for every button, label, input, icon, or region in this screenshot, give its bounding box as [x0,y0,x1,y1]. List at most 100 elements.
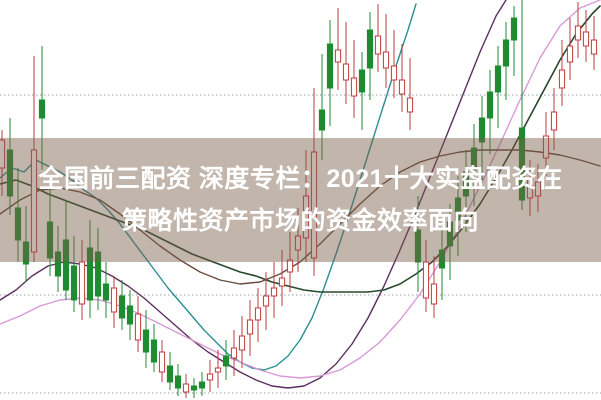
candle [438,230,446,300]
candle-body [414,229,422,263]
candle [70,236,78,312]
candle [350,40,358,118]
candle-body [86,247,94,301]
candle-body [558,69,566,89]
candle [550,88,558,150]
candle-body [382,51,390,69]
candle [94,228,102,310]
candle [22,206,30,282]
candle-body [534,181,542,197]
candle-body [14,207,22,241]
ma-line-MA-long [0,0,601,379]
candle-body [582,31,590,47]
candle-body [510,17,518,41]
candle [470,124,478,206]
candle-body [126,305,134,325]
candle [182,374,190,398]
candle [190,378,198,398]
candle-body [526,177,534,199]
candle-body [478,117,486,143]
candle [422,240,430,312]
candle [54,226,62,292]
candle [118,280,126,330]
candle-body [310,151,318,259]
candle [142,310,150,368]
candle [246,300,254,356]
candle [14,168,22,262]
candle-body [462,171,470,197]
candle-body [62,239,70,291]
candle-body [302,195,310,239]
candle [534,164,542,212]
candle [286,232,294,292]
candle [230,330,238,376]
candle [326,20,334,126]
candle [174,364,182,396]
candle-body [542,135,550,159]
candle-body [150,339,158,363]
candle-body [590,39,598,55]
candle [198,372,206,396]
candle [126,290,134,340]
candle [86,220,94,318]
candle [6,118,14,215]
candle-body [446,221,454,247]
candle [254,288,262,342]
candle [494,46,502,128]
candle-body [574,25,582,41]
candle [526,160,534,216]
candle-body [454,197,462,221]
candle-body [38,99,46,119]
candle-body [286,259,294,273]
candle-body [374,35,382,55]
candle [558,40,566,106]
candle-body [190,385,198,391]
candle-body [0,139,6,169]
ma-line-MA-short [0,3,417,371]
candle-body [438,249,446,269]
candle [590,16,598,70]
candle-body [406,97,414,113]
candle [214,350,222,388]
candle [222,340,230,380]
candle [30,56,38,262]
candle [398,44,406,112]
candle [502,22,510,100]
candle [262,272,270,330]
candle [310,88,318,276]
candle [406,58,414,130]
candle-body [166,365,174,383]
candle-body [78,261,86,305]
candle-body [214,367,222,373]
candle [542,112,550,176]
candle [334,8,342,90]
moving-average-lines [0,0,601,389]
candle [110,276,118,328]
candle [566,18,574,80]
candle [374,4,382,72]
candle [134,296,142,352]
candle [318,54,326,160]
candle-body [486,91,494,119]
candle [150,324,158,372]
candle [102,262,110,318]
candle-body [222,355,230,367]
candle-body [142,329,150,353]
candle-body [102,283,110,301]
candle-body [398,79,406,95]
candle-body [550,111,558,131]
candle-body [118,295,126,319]
candle-body [270,287,278,297]
candle-body [158,351,166,373]
candle [430,256,438,318]
candle [206,360,214,392]
candle-body [430,283,438,305]
ma-line-MA-band-upper [0,149,601,285]
candle [462,150,470,232]
candle-body [262,295,270,307]
candle-body [318,109,326,131]
candle [390,30,398,98]
candle-body [134,313,142,341]
candle [478,96,486,180]
